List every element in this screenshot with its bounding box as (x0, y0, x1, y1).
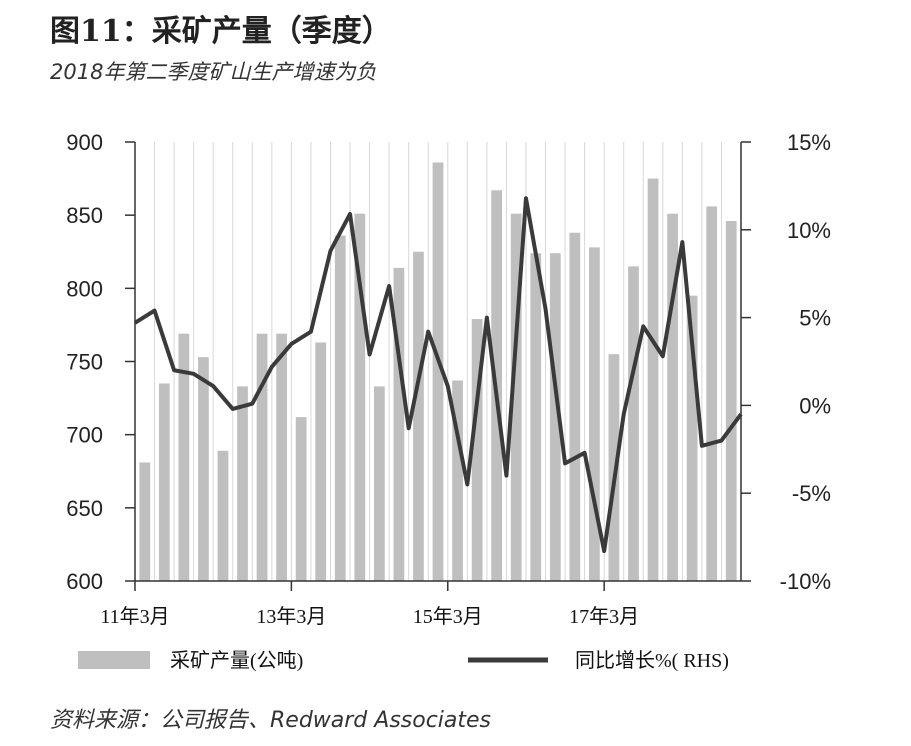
bar (725, 221, 737, 581)
legend-bar-swatch (78, 651, 150, 669)
bar (334, 235, 346, 582)
line-series (133, 196, 743, 554)
axis-layer (125, 141, 751, 591)
x-tick-label: 15年3月 (413, 605, 483, 628)
bar (217, 450, 229, 581)
bar (686, 295, 698, 581)
bar (295, 417, 307, 581)
bar (373, 386, 385, 581)
bar (432, 162, 444, 581)
legend: 采矿产量(公吨) 同比增长%( RHS) (78, 649, 729, 672)
page-title: 图11：采矿产量（季度） (50, 14, 392, 49)
right-tick-label: 15% (787, 130, 831, 155)
bar (628, 266, 639, 581)
bar (198, 357, 209, 581)
legend-line-label: 同比增长%( RHS) (575, 649, 729, 672)
source-note: 资料来源：公司报告、Redward Associates (50, 708, 492, 733)
bar (393, 267, 405, 581)
bar (471, 319, 483, 581)
bar (706, 206, 718, 582)
page-subtitle: 2018年第二季度矿山生产增速为负 (50, 60, 377, 84)
bar (589, 247, 600, 582)
bar (139, 462, 151, 581)
left-tick-label: 900 (66, 130, 103, 155)
bar (276, 333, 287, 581)
x-tick-label: 13年3月 (256, 605, 326, 628)
right-tick-label: 0% (799, 393, 831, 418)
bar (237, 386, 248, 581)
bar (510, 213, 522, 581)
bar (647, 178, 659, 582)
right-tick-label: 5% (799, 306, 831, 331)
left-tick-label: 700 (66, 423, 103, 448)
left-tick-label: 800 (66, 276, 103, 301)
bar (315, 342, 327, 581)
bar (452, 380, 463, 581)
bar (256, 333, 268, 581)
tick-labels: 900 850 800 750 700 650 600 15% 10% 5% 0% -5% -10% 11… (66, 130, 831, 628)
bar (667, 213, 678, 581)
bar (530, 253, 542, 582)
bar (569, 232, 581, 581)
growth-line (133, 196, 743, 554)
bar (608, 354, 620, 581)
x-tick-label: 17年3月 (569, 605, 639, 628)
left-tick-label: 750 (66, 350, 103, 375)
right-tick-label: -10% (780, 569, 831, 594)
left-tick-label: 600 (66, 569, 103, 594)
bar (413, 251, 424, 581)
bar (354, 213, 366, 581)
bar (549, 253, 561, 582)
right-tick-label: 10% (787, 218, 831, 243)
left-tick-label: 850 (66, 203, 103, 228)
bar-series (139, 162, 737, 582)
chart: 900 850 800 750 700 650 600 15% 10% 5% 0% -5% -10% 11… (66, 130, 831, 672)
x-tick-label: 11年3月 (100, 605, 169, 628)
bar (178, 333, 190, 581)
legend-bar-label: 采矿产量(公吨) (170, 649, 303, 672)
bar (158, 383, 170, 581)
left-tick-label: 650 (66, 496, 103, 521)
right-tick-label: -5% (792, 481, 831, 506)
